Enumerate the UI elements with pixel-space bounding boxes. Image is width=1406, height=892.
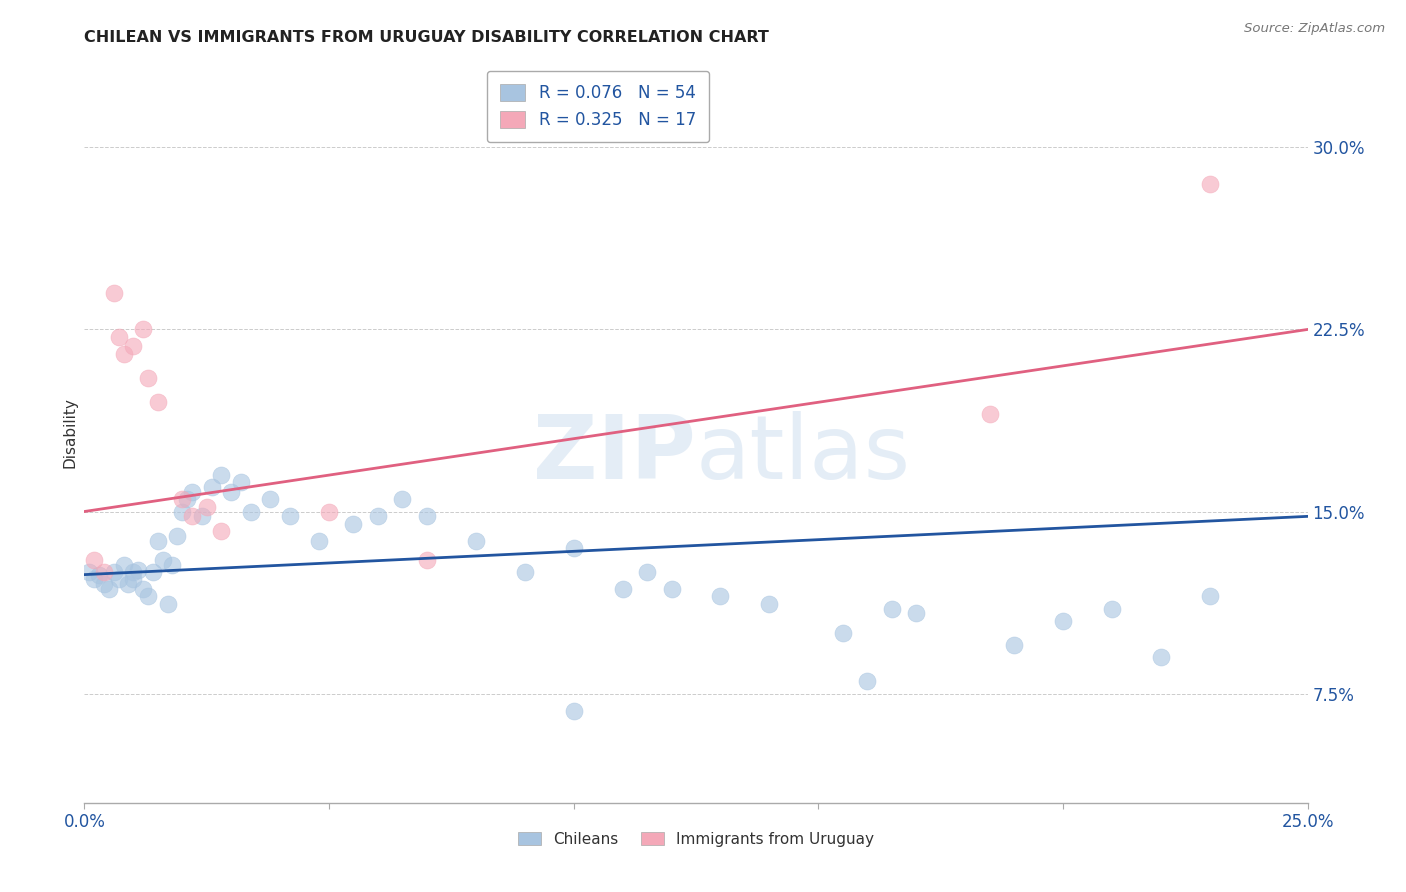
Point — [612, 582, 634, 597]
Point — [219, 485, 242, 500]
Point — [77, 565, 100, 579]
Point — [83, 553, 105, 567]
Point — [1002, 638, 1025, 652]
Point — [172, 492, 194, 507]
Point — [1101, 601, 1123, 615]
Point — [464, 533, 486, 548]
Point — [200, 480, 222, 494]
Point — [181, 485, 204, 500]
Point — [367, 509, 389, 524]
Point — [880, 601, 903, 615]
Point — [979, 408, 1001, 422]
Point — [308, 533, 330, 548]
Point — [146, 395, 169, 409]
Point — [122, 565, 145, 579]
Point — [132, 322, 155, 336]
Point — [156, 597, 179, 611]
Point — [112, 558, 135, 572]
Point — [229, 475, 252, 490]
Point — [636, 565, 658, 579]
Point — [172, 504, 194, 518]
Point — [117, 577, 139, 591]
Point — [103, 286, 125, 301]
Point — [122, 339, 145, 353]
Point — [93, 565, 115, 579]
Point — [758, 597, 780, 611]
Point — [1198, 590, 1220, 604]
Point — [416, 553, 439, 567]
Point — [191, 509, 214, 524]
Point — [195, 500, 218, 514]
Point — [239, 504, 262, 518]
Point — [562, 704, 585, 718]
Point — [97, 582, 120, 597]
Point — [709, 590, 731, 604]
Point — [391, 492, 413, 507]
Point — [1052, 614, 1074, 628]
Point — [136, 371, 159, 385]
Point — [83, 573, 105, 587]
Point — [1150, 650, 1173, 665]
Point — [1198, 177, 1220, 191]
Point — [856, 674, 879, 689]
Point — [162, 558, 184, 572]
Text: ZIP: ZIP — [533, 411, 696, 499]
Text: CHILEAN VS IMMIGRANTS FROM URUGUAY DISABILITY CORRELATION CHART: CHILEAN VS IMMIGRANTS FROM URUGUAY DISAB… — [84, 29, 769, 45]
Point — [562, 541, 585, 555]
Point — [342, 516, 364, 531]
Point — [127, 563, 149, 577]
Point — [87, 567, 110, 582]
Point — [122, 573, 145, 587]
Text: Source: ZipAtlas.com: Source: ZipAtlas.com — [1244, 22, 1385, 36]
Point — [259, 492, 281, 507]
Point — [176, 492, 198, 507]
Point — [146, 533, 169, 548]
Point — [278, 509, 301, 524]
Point — [132, 582, 155, 597]
Point — [513, 565, 536, 579]
Point — [831, 626, 853, 640]
Point — [318, 504, 340, 518]
Point — [136, 590, 159, 604]
Point — [416, 509, 439, 524]
Point — [209, 468, 232, 483]
Legend: Chileans, Immigrants from Uruguay: Chileans, Immigrants from Uruguay — [510, 824, 882, 855]
Point — [142, 565, 165, 579]
Point — [905, 607, 928, 621]
Point — [107, 573, 129, 587]
Point — [93, 577, 115, 591]
Y-axis label: Disability: Disability — [62, 397, 77, 468]
Point — [661, 582, 683, 597]
Point — [112, 347, 135, 361]
Point — [103, 565, 125, 579]
Point — [181, 509, 204, 524]
Point — [107, 330, 129, 344]
Point — [166, 529, 188, 543]
Point — [209, 524, 232, 538]
Point — [152, 553, 174, 567]
Text: atlas: atlas — [696, 411, 911, 499]
